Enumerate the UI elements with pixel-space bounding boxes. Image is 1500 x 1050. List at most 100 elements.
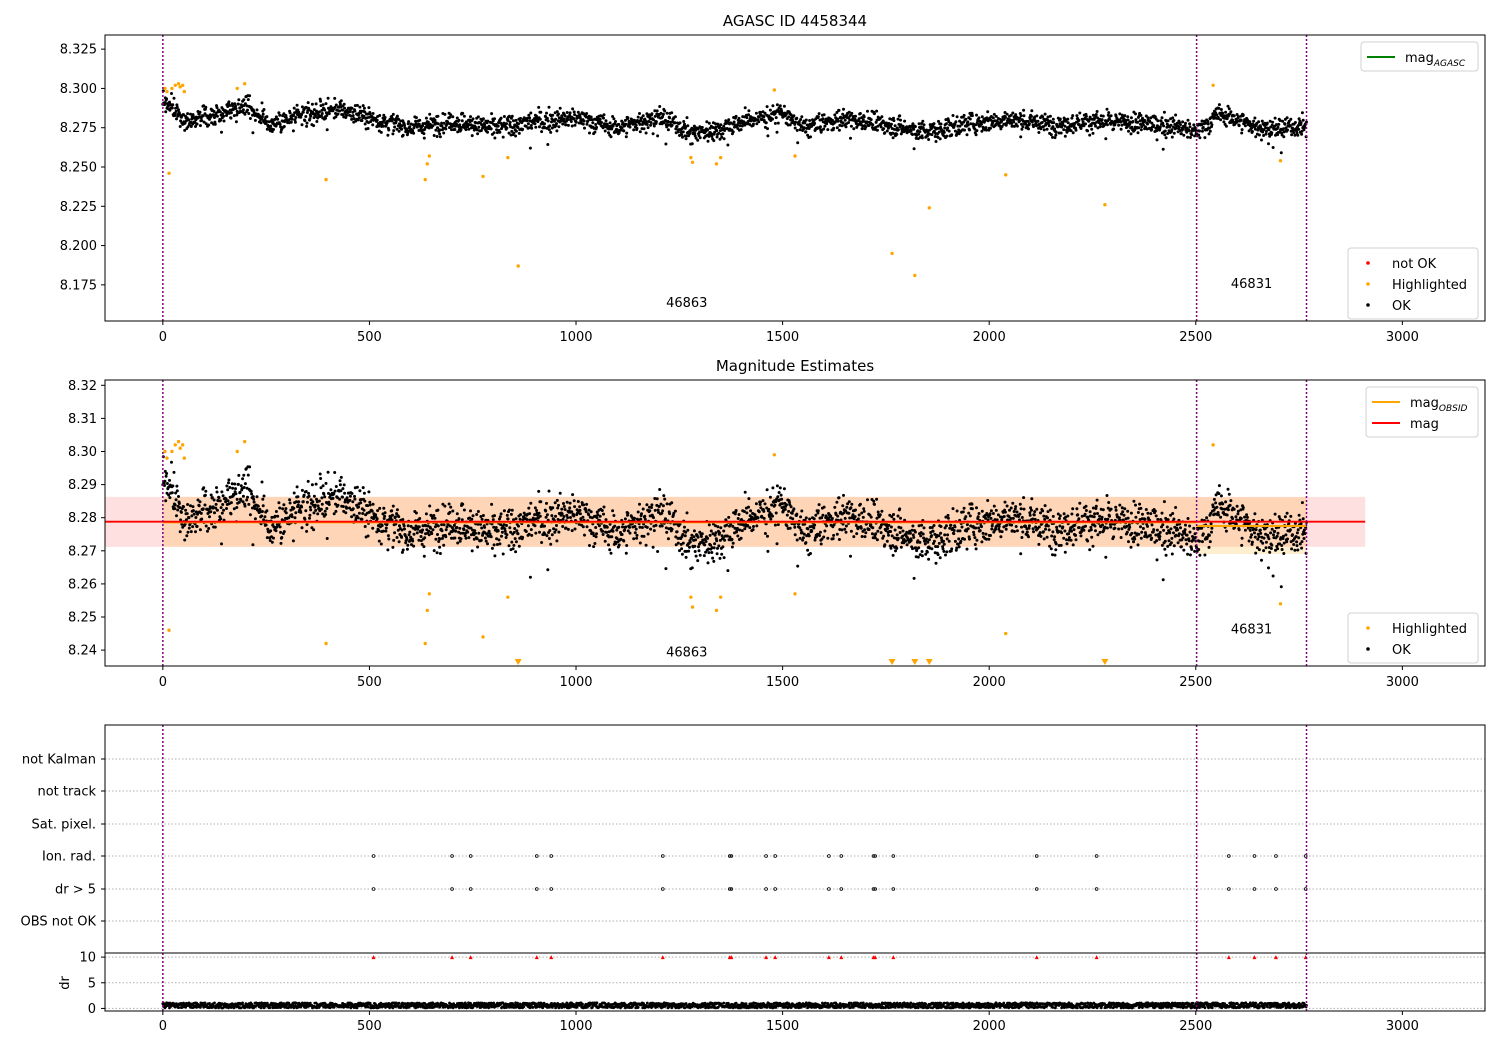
ok-point <box>189 125 193 128</box>
ok-point <box>243 102 247 106</box>
ok-point <box>970 507 974 511</box>
ok-point <box>1283 122 1287 126</box>
ok-point <box>674 535 678 539</box>
ok-point <box>1277 122 1281 126</box>
ok-point <box>537 489 541 493</box>
ok-point <box>398 524 401 528</box>
ok-point <box>874 120 878 124</box>
ok-point <box>442 121 446 125</box>
ok-point <box>729 522 733 526</box>
ok-point <box>1129 116 1133 120</box>
ok-point <box>1035 114 1039 118</box>
ok-point <box>233 102 237 106</box>
ok-point <box>846 502 850 506</box>
ok-point <box>394 119 398 123</box>
ok-point <box>680 133 684 137</box>
ok-point <box>511 547 515 551</box>
ok-point <box>527 532 531 536</box>
ok-point <box>426 120 430 124</box>
ok-point <box>661 504 665 508</box>
ok-point <box>455 116 459 120</box>
highlighted-point <box>927 206 931 210</box>
ok-point <box>1100 118 1104 122</box>
ok-point <box>608 121 612 125</box>
ok-point <box>561 517 565 521</box>
ok-point <box>265 115 269 119</box>
ok-point <box>975 113 978 117</box>
ok-point <box>183 538 187 542</box>
ok-point <box>561 525 565 528</box>
y-tick-label: 8.300 <box>60 82 97 97</box>
ok-point <box>358 105 362 109</box>
ok-point <box>859 526 863 530</box>
ok-point <box>754 111 758 115</box>
ok-point <box>1169 123 1173 127</box>
ok-point <box>771 104 775 108</box>
ok-point <box>840 528 844 532</box>
ok-point <box>309 508 313 512</box>
ok-point <box>253 118 257 122</box>
ok-point <box>230 482 234 486</box>
ok-point <box>909 538 913 542</box>
ok-point <box>739 536 743 540</box>
ok-point <box>186 530 190 534</box>
ok-point <box>866 109 869 113</box>
ok-point <box>191 509 195 513</box>
ok-point <box>858 112 862 115</box>
ok-point <box>950 133 954 137</box>
ok-point <box>440 124 444 128</box>
ok-point <box>763 532 767 535</box>
ok-point <box>367 106 371 110</box>
ok-point <box>232 507 236 511</box>
ok-point <box>1237 124 1241 128</box>
ok-point <box>191 505 195 509</box>
ok-point <box>458 123 462 127</box>
ok-point <box>291 129 295 133</box>
ok-point <box>722 529 726 533</box>
ok-point <box>912 147 916 151</box>
ok-point <box>480 517 484 521</box>
ok-point <box>1305 120 1308 124</box>
ok-point <box>572 117 576 121</box>
ok-point <box>633 531 637 535</box>
ok-point <box>318 472 322 476</box>
ok-point <box>506 118 510 122</box>
ok-point <box>813 121 817 125</box>
ok-point <box>1075 114 1079 118</box>
ok-point <box>534 531 538 535</box>
ok-point <box>184 518 188 522</box>
ok-point <box>552 527 556 531</box>
ok-point <box>706 547 710 551</box>
ok-point <box>250 492 254 496</box>
ok-point <box>573 123 577 127</box>
ok-point <box>730 545 734 549</box>
ok-point <box>357 116 361 120</box>
ok-point <box>795 128 799 132</box>
ok-point <box>306 101 310 105</box>
ok-point <box>529 528 533 532</box>
ok-point <box>459 128 463 132</box>
ok-point <box>1253 116 1257 120</box>
ok-point <box>435 551 439 555</box>
ok-point <box>1163 129 1167 133</box>
ok-point <box>692 124 696 128</box>
ok-point <box>609 135 613 139</box>
ok-point <box>917 122 921 126</box>
ok-point <box>415 531 419 535</box>
ok-point <box>246 108 249 112</box>
ok-point <box>1159 119 1163 123</box>
ok-point <box>514 550 518 554</box>
ok-point <box>1000 530 1004 534</box>
ok-point <box>1015 124 1019 128</box>
ok-point <box>176 508 180 512</box>
ok-point <box>860 535 864 538</box>
ok-point <box>1109 114 1113 118</box>
ok-point <box>422 132 426 136</box>
ok-point <box>461 531 465 535</box>
ok-point <box>690 533 694 537</box>
ok-point <box>356 118 360 122</box>
ok-point <box>595 516 599 519</box>
ok-point <box>360 109 363 113</box>
ok-point <box>375 517 379 521</box>
ok-point <box>794 120 798 124</box>
